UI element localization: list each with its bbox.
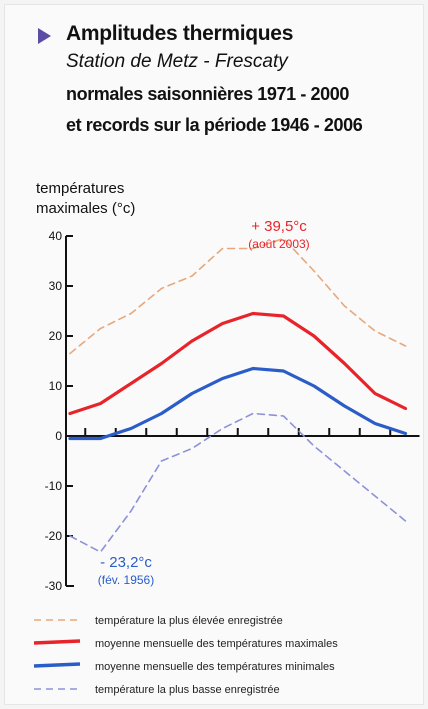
y-tick-label: -30 [45,579,63,593]
legend-swatch [33,662,81,668]
y-tick-label: 40 [49,229,63,243]
y-tick-label: 10 [49,379,63,393]
series-line-max-record [69,237,407,355]
legend-label: température la plus élevée enregistrée [95,615,283,627]
annotation-max-value: + 39,5°c [251,218,307,235]
legend-label: moyenne mensuelle des températures maxim… [95,638,338,650]
legend-swatch [33,639,81,645]
y-axis-label-line-2: maximales (°c) [36,200,136,217]
y-tick-label: -20 [45,529,63,543]
chart-title: Amplitudes thermiques [66,22,294,45]
chart-panel [4,4,424,705]
y-tick-label: 0 [55,429,62,443]
annotation-max-date: (août 2003) [248,237,309,251]
chart-description-line-2: et records sur la période 1946 - 2006 [66,115,363,135]
annotation-min-date: (fév. 1956) [98,573,154,587]
chart-description-line-1: normales saisonnières 1971 - 2000 [66,84,349,104]
title-bullet-icon [38,28,51,44]
series-line-min-record [69,412,407,553]
legend-label: température la plus basse enregistrée [95,684,280,696]
series-line-min-mean [68,366,408,441]
legend-label: moyenne mensuelle des températures minim… [95,661,335,673]
y-tick-label: 20 [49,329,63,343]
y-axis-label: températures maximales (°c) [36,179,186,219]
chart-subtitle: Station de Metz - Frescaty [66,51,288,72]
y-axis-label-line-1: températures [36,180,125,197]
series-line-max-mean [68,311,408,416]
y-tick-label: 30 [49,279,63,293]
y-tick-label: -10 [45,479,63,493]
annotation-min-value: - 23,2°c [100,554,152,571]
